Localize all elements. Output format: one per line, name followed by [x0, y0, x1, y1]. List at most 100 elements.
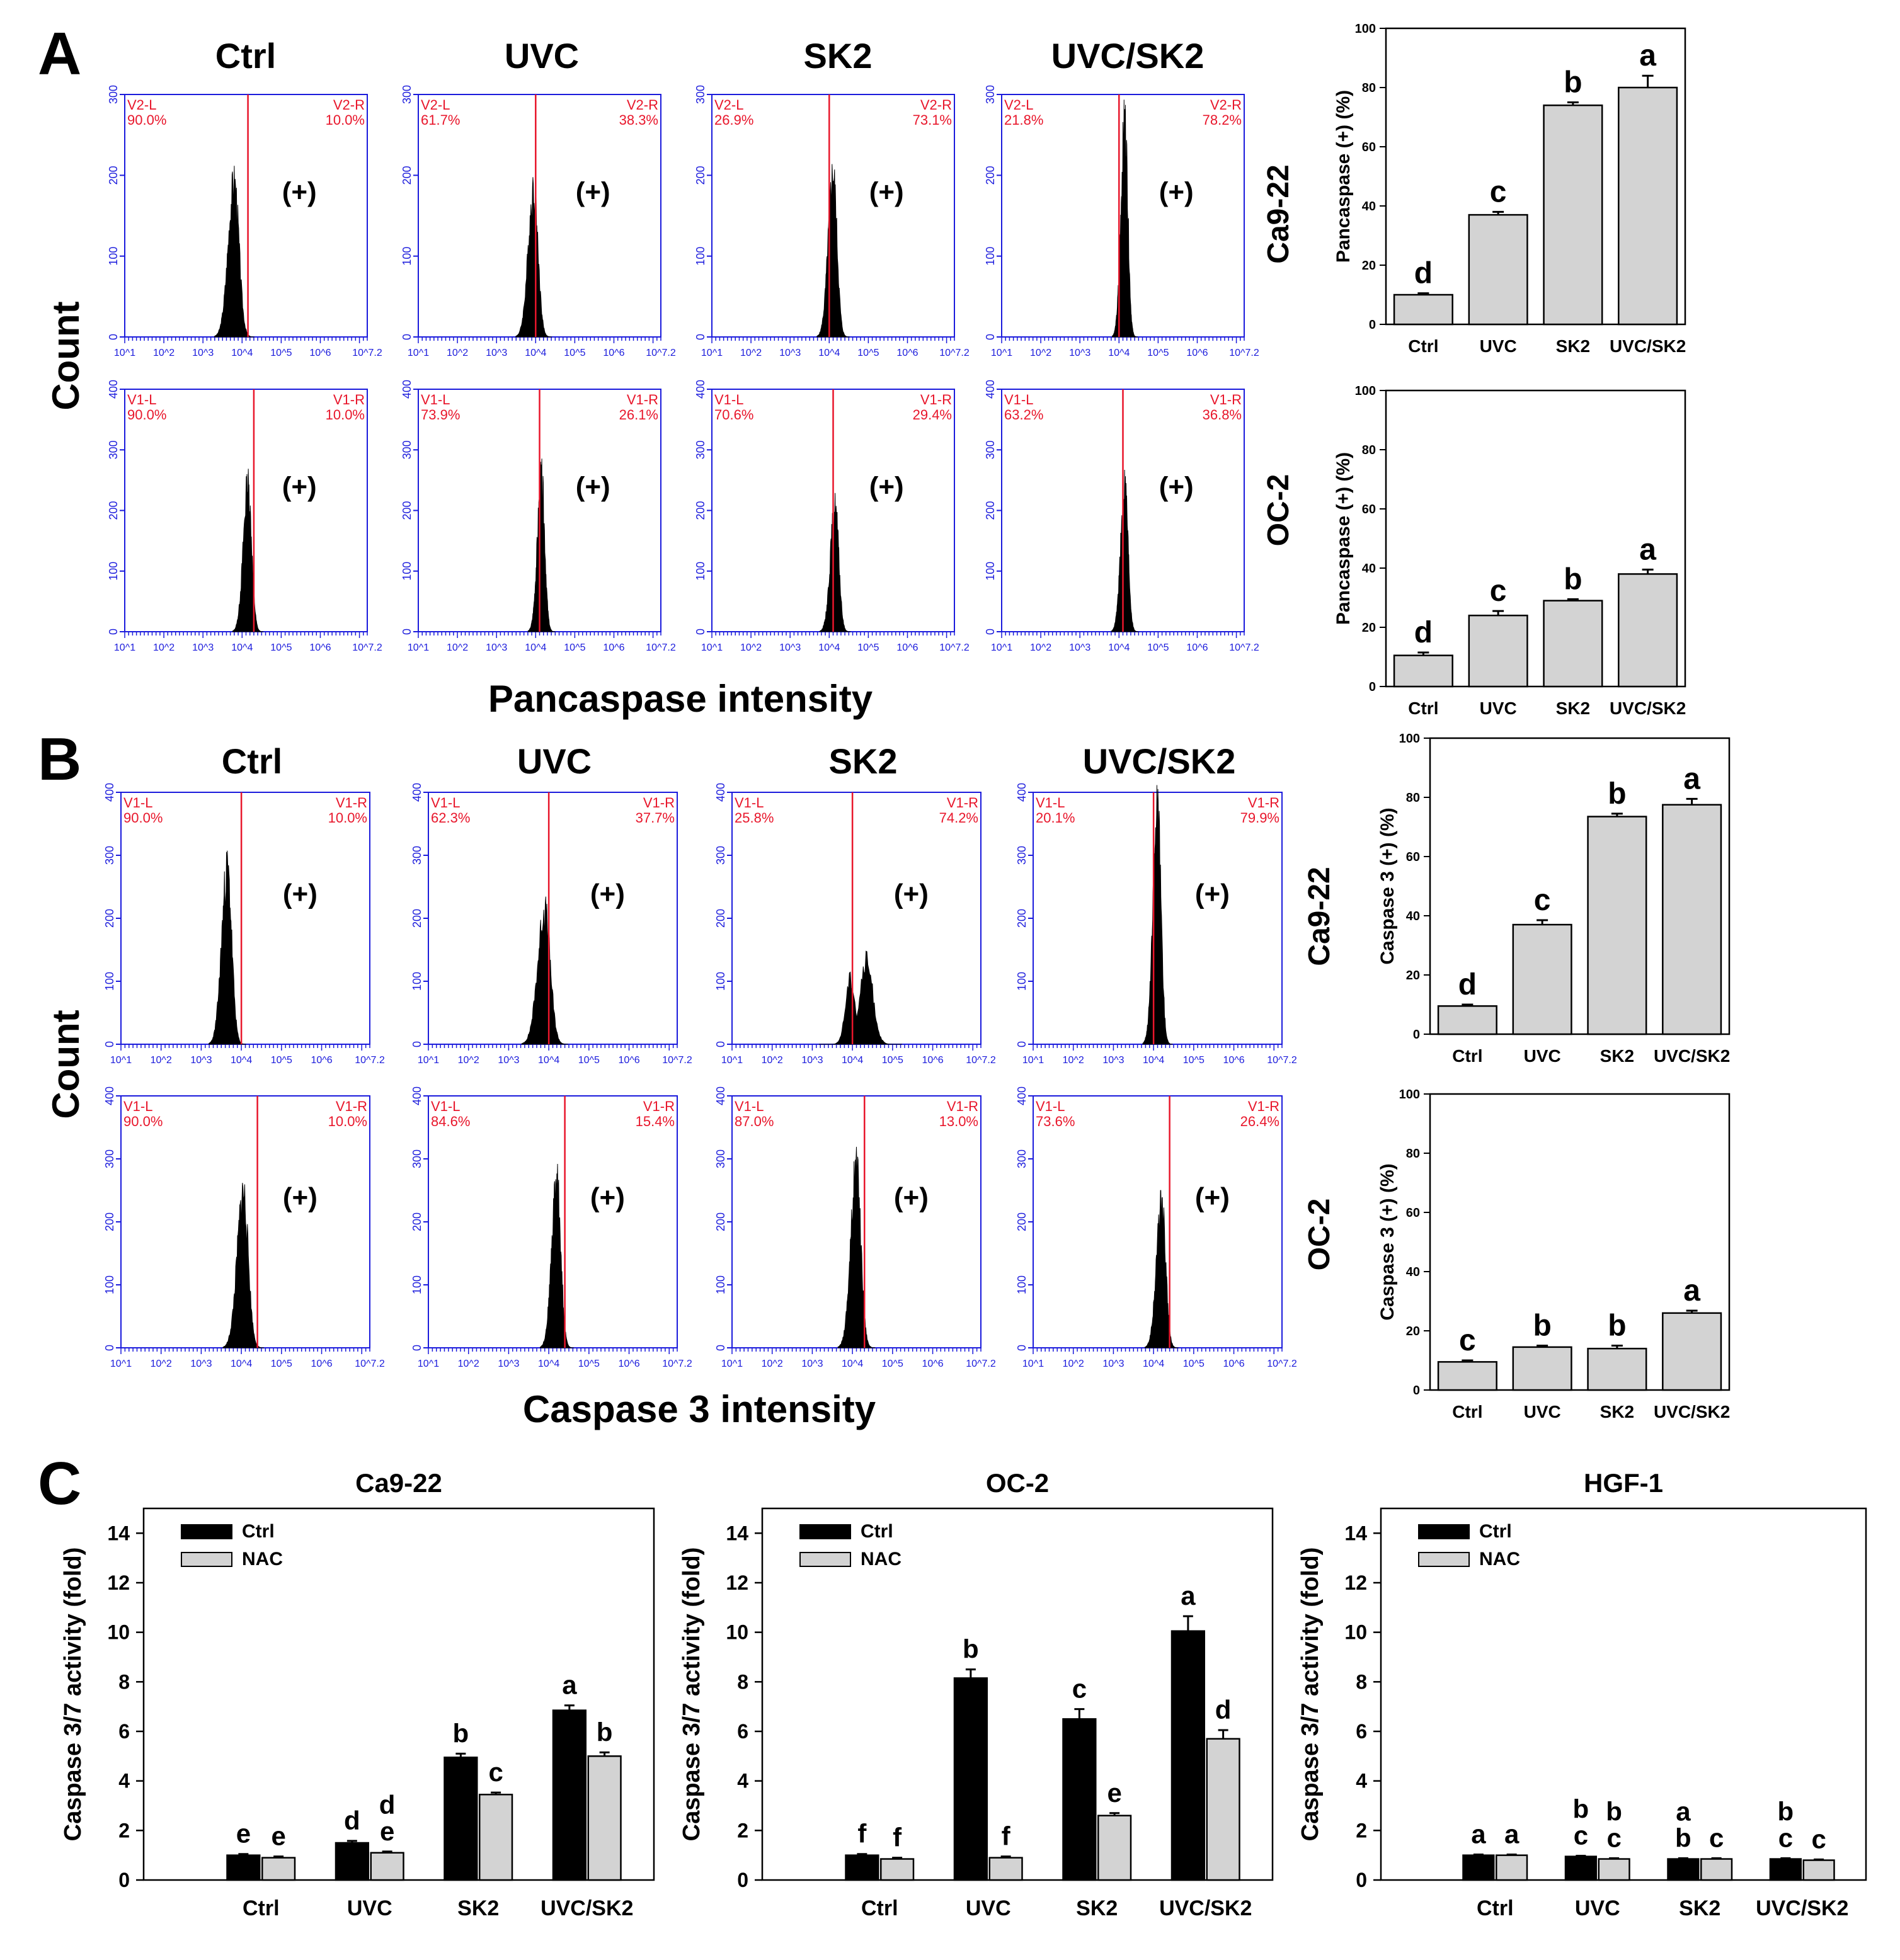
bar-category-label: Ctrl — [1452, 1402, 1482, 1422]
grouped-ylabel: Caspase 3/7 activity (fold) — [1297, 1547, 1324, 1842]
significance-letter: d — [1414, 257, 1433, 290]
flow-xtick-label: 10^7.2 — [662, 1359, 692, 1369]
bar — [1662, 1312, 1722, 1391]
flow-xtick-label: 10^6 — [618, 1055, 639, 1066]
grouped-ytick-label: 12 — [107, 1571, 130, 1594]
flow-xtick-label: 10^3 — [779, 642, 801, 653]
grouped-significance-letter: c — [1072, 1674, 1087, 1704]
significance-letter: b — [1608, 777, 1626, 811]
flow-xtick-label: 10^2 — [151, 1359, 172, 1369]
grouped-ytick-label: 14 — [1344, 1522, 1367, 1544]
flow-ytick-label: 400 — [714, 783, 727, 802]
gate-right-label: V2-R — [333, 97, 365, 113]
flow-xtick-label: 10^3 — [801, 1055, 823, 1066]
positive-label: (+) — [282, 471, 317, 502]
bar-category-label: UVC/SK2 — [1610, 336, 1686, 356]
gate-left-label: V1-L — [127, 392, 156, 407]
flow-ytick-label: 200 — [103, 909, 116, 928]
flow-ytick-label: 0 — [984, 629, 997, 635]
flow-xtick-label: 10^5 — [857, 348, 879, 358]
positive-label: (+) — [869, 471, 904, 502]
flow-xtick-label: 10^5 — [1183, 1359, 1205, 1369]
grouped-bar-nac — [1097, 1815, 1132, 1881]
flow-xtick-label: 10^4 — [231, 1055, 252, 1066]
flow-xtick-label: 10^1 — [408, 642, 429, 653]
positive-label: (+) — [894, 1182, 929, 1213]
flow-plot-B-Ca9-22-sk2: 0 100 200 300 400 10^1 10^2 10^3 10^4 10^5 10^6 10^… — [714, 783, 996, 1066]
flow-xtick-label: 10^7.2 — [352, 348, 382, 358]
gate-left-pct: 61.7% — [421, 112, 460, 128]
grouped-ylabel: Caspase 3/7 activity (fold) — [60, 1547, 86, 1842]
flow-ytick-label: 0 — [411, 1041, 423, 1047]
bar-ytick-label: 0 — [1413, 1028, 1420, 1042]
flow-xtick-label: 10^4 — [1108, 348, 1130, 358]
flow-ytick-label: 0 — [411, 1345, 423, 1351]
gate-right-pct: 10.0% — [326, 112, 365, 128]
flow-histogram — [1112, 100, 1138, 338]
bar-frame — [1429, 1093, 1731, 1391]
flow-xtick-label: 10^3 — [1069, 348, 1090, 358]
flow-xtick-label: 10^7.2 — [646, 348, 676, 358]
flow-xtick-label: 10^1 — [1022, 1359, 1044, 1369]
grouped-bar-ctrl — [1170, 1630, 1205, 1881]
flow-plot-A-Ca9-22-uvc: 0 100 200 300 10^1 10^2 10^3 10^4 10^5 10^6 10^7.2… — [401, 85, 676, 358]
grouped-bar-ctrl — [845, 1854, 879, 1881]
bar — [1543, 104, 1603, 326]
bar-ytick-label: 100 — [1399, 1088, 1420, 1102]
flow-xtick-label: 10^3 — [190, 1055, 212, 1066]
bar-chart-A-Ca9-22-bar: 0 20 40 60 80 100 Pancaspase (+) (%) d Ctrl c UVC b… — [1333, 22, 1686, 356]
flow-xtick-label: 10^2 — [447, 642, 468, 653]
flow-xtick-label: 10^5 — [578, 1359, 600, 1369]
flow-ytick-label: 400 — [1016, 783, 1028, 802]
flow-xtick-label: 10^3 — [1102, 1359, 1124, 1369]
bar-ytick-label: 0 — [1369, 680, 1376, 694]
flow-ytick-label: 400 — [714, 1086, 727, 1105]
flow-histogram — [1111, 470, 1139, 632]
flow-plot-B-OC-2-uvc-sk2: 0 100 200 300 400 10^1 10^2 10^3 10^4 10^5 10^6 10^… — [1016, 1086, 1297, 1369]
flow-xtick-label: 10^4 — [231, 1359, 252, 1369]
flow-ytick-label: 100 — [401, 247, 413, 266]
flow-ytick-label: 400 — [411, 783, 423, 802]
flow-xtick-label: 10^1 — [110, 1359, 132, 1369]
grouped-ytick-label: 8 — [1356, 1670, 1367, 1693]
flow-xtick-label: 10^5 — [270, 642, 292, 653]
flow-xtick-label: 10^2 — [458, 1359, 479, 1369]
bar-ylabel: Caspase 3 (+) (%) — [1377, 807, 1398, 964]
flow-ytick-label: 100 — [103, 1275, 116, 1294]
grouped-significance-letter: a — [562, 1670, 577, 1700]
legend-swatch-nac — [1418, 1552, 1470, 1567]
bar-category-label: UVC/SK2 — [1654, 1402, 1730, 1422]
flow-ytick-label: 200 — [1016, 909, 1028, 928]
significance-letter: b — [1564, 562, 1582, 596]
bar-ylabel: Pancaspase (+) (%) — [1333, 90, 1354, 263]
significance-letter: c — [1459, 1324, 1476, 1357]
bar-category-label: UVC — [1480, 698, 1517, 718]
bar-category-label: UVC — [1524, 1046, 1561, 1066]
flow-ytick-label: 300 — [694, 85, 707, 104]
bar-ytick-label: 20 — [1362, 621, 1376, 635]
grouped-significance-letter: c — [1574, 1820, 1588, 1850]
flow-ytick-label: 0 — [107, 334, 120, 340]
bar-ytick-label: 20 — [1406, 969, 1420, 983]
flow-xtick-label: 10^5 — [857, 642, 879, 653]
positive-label: (+) — [283, 1182, 318, 1213]
flow-xtick-label: 10^3 — [498, 1055, 519, 1066]
flow-ytick-label: 100 — [103, 972, 116, 991]
significance-letter: c — [1490, 574, 1507, 608]
legend-label-nac: NAC — [861, 1549, 901, 1570]
gate-left-pct: 90.0% — [123, 1114, 163, 1129]
legend-swatch-nac — [181, 1552, 232, 1567]
grouped-ytick-label: 10 — [1344, 1621, 1367, 1644]
significance-letter: c — [1490, 175, 1507, 208]
gate-right-label: V1-R — [336, 795, 367, 811]
grouped-bar-nac — [479, 1794, 513, 1881]
bar-frame — [1385, 389, 1686, 688]
gate-right-pct: 26.1% — [619, 407, 658, 423]
grouped-bar-ctrl — [444, 1757, 478, 1881]
flow-frame — [120, 792, 370, 1045]
gate-left-label: V1-L — [123, 795, 152, 811]
grouped-ytick-label: 14 — [726, 1522, 748, 1544]
bar-ytick-label: 40 — [1362, 200, 1376, 214]
grouped-category-label: SK2 — [1076, 1896, 1118, 1920]
panel-letter-c: C — [38, 1450, 81, 1517]
